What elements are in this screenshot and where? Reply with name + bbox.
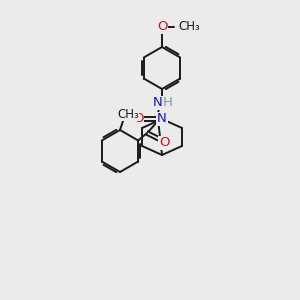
Text: N: N xyxy=(157,112,167,125)
Text: N: N xyxy=(153,97,163,110)
Text: O: O xyxy=(133,112,143,125)
Text: O: O xyxy=(157,20,167,34)
Text: CH₃: CH₃ xyxy=(117,107,139,121)
Text: CH₃: CH₃ xyxy=(178,20,200,34)
Text: H: H xyxy=(163,97,173,110)
Text: O: O xyxy=(159,136,169,149)
